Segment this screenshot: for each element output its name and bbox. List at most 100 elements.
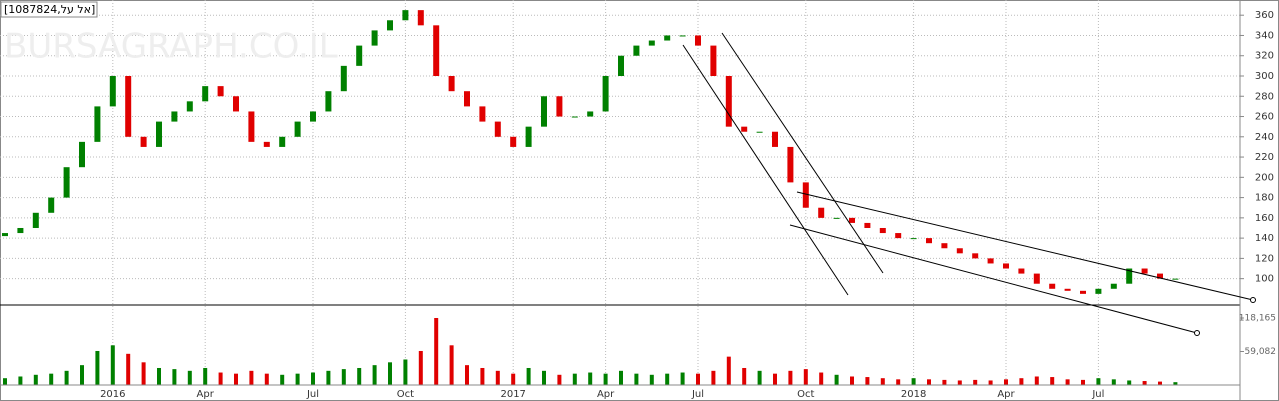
x-tick-label: 2016 [100, 389, 125, 400]
candle [325, 91, 332, 112]
candle [156, 121, 162, 147]
trend-end [1194, 330, 1200, 336]
volume-bar [295, 373, 300, 385]
candle [833, 217, 840, 219]
x-tick-label: 2018 [901, 389, 926, 400]
trend-end [1250, 297, 1256, 303]
candle [556, 96, 563, 117]
volume-bar [326, 370, 331, 385]
volume-bar [3, 378, 7, 385]
volume-bar [788, 370, 793, 385]
candle [664, 35, 671, 41]
candle [1003, 263, 1009, 269]
candle [1172, 278, 1179, 280]
candle [972, 253, 979, 259]
candle [79, 141, 85, 168]
candle [648, 40, 655, 46]
y-tick-label: 200 [1255, 172, 1274, 183]
candle [895, 233, 902, 239]
volume-bar [388, 362, 392, 385]
volume-tick-label: 59,082 [1245, 347, 1277, 357]
y-tick-label: 360 [1255, 10, 1274, 21]
trend-line [721, 32, 884, 274]
trend-lines [682, 32, 1256, 336]
volume-bar [203, 367, 208, 385]
candle [772, 131, 778, 147]
candle [849, 217, 855, 223]
candle [125, 75, 132, 137]
candle [371, 30, 378, 46]
volume-bar [234, 373, 238, 385]
volume-bar [449, 345, 454, 385]
candle [571, 116, 578, 118]
candle [910, 238, 917, 240]
y-tick-label: 260 [1255, 112, 1274, 123]
candle [1141, 268, 1148, 274]
y-tick-label: 160 [1255, 213, 1274, 224]
volume-bar [126, 353, 131, 385]
candle [1126, 268, 1133, 284]
chart-title: [1087824,אל על] [4, 3, 95, 16]
candle [541, 96, 547, 127]
candle [741, 126, 748, 132]
x-tick-label: Apr [997, 389, 1015, 400]
candle [710, 45, 717, 76]
volume-bar [711, 370, 716, 385]
candle [956, 248, 963, 254]
volume-bar [80, 365, 84, 385]
title-box [0, 1, 98, 18]
candle [510, 136, 517, 147]
candle [756, 131, 763, 133]
volume-bar [418, 350, 423, 385]
candle [479, 106, 486, 122]
candle [186, 101, 193, 112]
volume-bar [1096, 378, 1101, 385]
candle [864, 222, 871, 228]
x-tick-label: 2017 [500, 389, 525, 400]
volume-bar [95, 350, 100, 385]
volume-bar [511, 373, 516, 385]
volume-bar [850, 376, 854, 385]
volume-bar [619, 370, 623, 385]
volume-bar [1019, 378, 1024, 385]
candle [725, 75, 732, 127]
volume-bar [865, 377, 870, 385]
y-tick-label: 100 [1255, 274, 1274, 285]
volume-bar [49, 373, 54, 385]
volume-bar [1158, 381, 1162, 385]
candle [633, 45, 640, 56]
volume-tick-label: 118,165 [1239, 313, 1276, 323]
volume-bar [819, 372, 824, 385]
candle [818, 207, 825, 218]
candle [787, 146, 794, 183]
candle [602, 75, 609, 112]
volume-bar [18, 376, 23, 385]
volume-bar [988, 380, 993, 385]
candle [279, 136, 286, 147]
candle [679, 35, 686, 37]
volume-bar [172, 369, 177, 385]
volume-bar [773, 373, 777, 385]
volume-bar [726, 356, 731, 385]
volume-bar [110, 345, 115, 385]
volume-bar [1081, 379, 1085, 385]
volume-bar [942, 379, 947, 385]
candle [1018, 268, 1025, 274]
volume-bar [526, 367, 531, 385]
volume-bar [588, 372, 593, 385]
candle [294, 121, 301, 137]
volume-bar [1111, 379, 1116, 385]
candle [1064, 288, 1071, 291]
candle [695, 35, 701, 46]
y-tick-label: 180 [1255, 193, 1274, 204]
candle [17, 227, 24, 234]
volume-bar [434, 317, 439, 385]
candle [587, 111, 594, 117]
volume-bar [264, 373, 269, 385]
volume-bar [218, 372, 223, 385]
x-tick-label: Jul [306, 389, 319, 400]
volume-bar [311, 372, 315, 385]
volume-bar [634, 373, 639, 385]
volume-bar [1173, 382, 1178, 385]
